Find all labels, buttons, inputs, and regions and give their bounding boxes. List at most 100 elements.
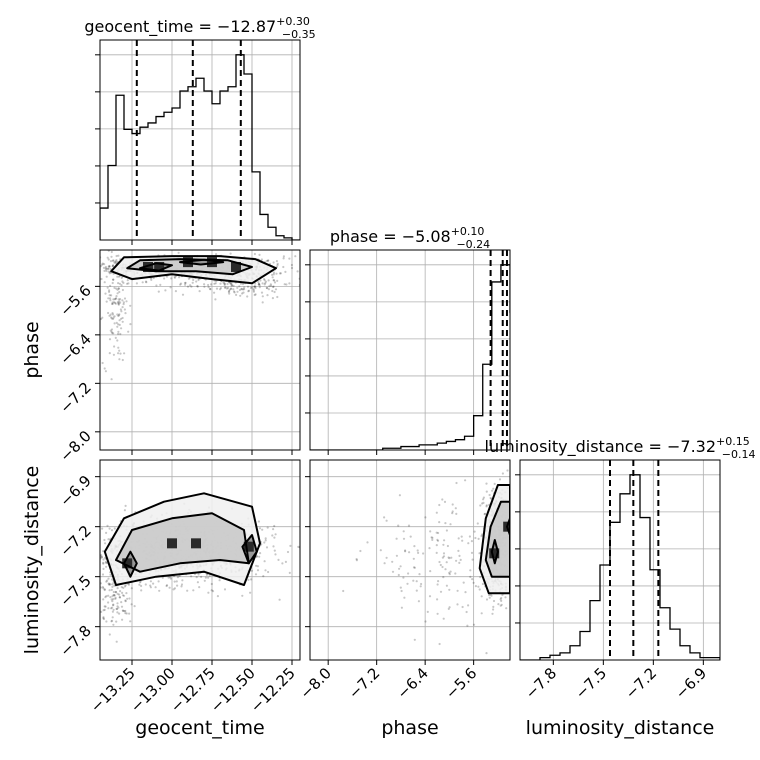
scatter-geocent_time-vs-phase-point-718 (107, 270, 110, 273)
scatter-geocent_time-vs-phase-point-838 (271, 289, 274, 293)
scatter-geocent_time-vs-luminosity_distance-point-964 (112, 603, 115, 606)
scatter-geocent_time-vs-phase-point-652 (119, 308, 122, 311)
scatter-phase-vs-luminosity_distance-point-750 (457, 549, 460, 553)
scatter-geocent_time-vs-phase-point-863 (191, 281, 194, 284)
scatter-geocent_time-vs-phase-point-954 (219, 288, 222, 291)
scatter-geocent_time-vs-luminosity_distance-point-952 (116, 592, 119, 596)
scatter-phase-vs-luminosity_distance-point-718 (448, 571, 451, 575)
hist-phase-title-minus: −0.24 (456, 238, 490, 251)
scatter-geocent_time-vs-luminosity_distance-point-617 (254, 573, 258, 576)
scatter-geocent_time-vs-phase-point-945 (207, 286, 210, 289)
hist-geocent_time-bin-13 (204, 91, 212, 240)
scatter-geocent_time-vs-luminosity_distance-point-183 (140, 584, 143, 588)
scatter-geocent_time-vs-luminosity_distance-point-190 (273, 536, 276, 539)
scatter-geocent_time-vs-phase-contour-0 (110, 255, 277, 285)
scatter-geocent_time-vs-luminosity_distance-point-943 (102, 617, 105, 621)
scatter-phase-vs-luminosity_distance-point-327 (481, 502, 484, 505)
scatter-geocent_time-vs-phase-point-39 (260, 258, 263, 261)
scatter-phase-vs-luminosity_distance-point-707 (465, 610, 468, 614)
scatter-geocent_time-vs-phase-point-880 (187, 277, 190, 280)
scatter-geocent_time-vs-phase-point-348 (278, 272, 282, 275)
scatter-geocent_time-vs-luminosity_distance-point-919 (114, 590, 117, 594)
scatter-geocent_time-vs-luminosity_distance-point-954 (113, 584, 116, 587)
scatter-geocent_time-vs-phase-point-735 (121, 280, 124, 283)
scatter-phase-vs-luminosity_distance-point-662 (480, 595, 483, 598)
scatter-geocent_time-vs-luminosity_distance-point-650 (211, 590, 215, 593)
hist-luminosity_distance-bin-7 (590, 601, 600, 660)
scatter-geocent_time-vs-luminosity_distance-point-962 (121, 618, 124, 621)
scatter-geocent_time-vs-phase-point-795 (215, 287, 219, 290)
hist-geocent_time-bin-20 (260, 214, 268, 240)
scatter-geocent_time-vs-luminosity_distance-point-627 (154, 586, 157, 589)
scatter-geocent_time-vs-phase-point-730 (115, 287, 118, 290)
scatter-geocent_time-vs-luminosity_distance-point-270 (265, 546, 269, 549)
scatter-geocent_time-vs-luminosity_distance-contour-3 (241, 534, 258, 565)
hist-luminosity_distance-bin-12 (640, 518, 650, 660)
scatter-geocent_time-vs-luminosity_distance-point-934 (111, 610, 114, 613)
scatter-phase-vs-luminosity_distance-point-672 (499, 598, 502, 601)
scatter-geocent_time-vs-luminosity_distance-point-893 (108, 582, 111, 586)
scatter-geocent_time-vs-luminosity_distance-point-728 (284, 560, 287, 564)
scatter-geocent_time-vs-luminosity_distance-point-372 (105, 565, 108, 568)
scatter-phase-vs-luminosity_distance-point-669 (445, 584, 448, 587)
scatter-geocent_time-vs-phase-point-639 (253, 285, 256, 288)
hist-geocent_time-bin-18 (244, 74, 252, 240)
scatter-phase-vs-luminosity_distance-point-641 (454, 507, 457, 510)
scatter-phase-vs-luminosity_distance-point-737 (447, 556, 450, 559)
scatter-geocent_time-vs-phase-point-741 (105, 300, 108, 303)
scatter-phase-vs-luminosity_distance-point-15 (492, 608, 495, 611)
scatter-geocent_time-vs-luminosity_distance-point-123 (197, 573, 200, 576)
scatter-geocent_time-vs-phase-point-502 (104, 267, 107, 270)
scatter-geocent_time-vs-luminosity_distance-point-305 (207, 576, 210, 579)
scatter-geocent_time-vs-luminosity_distance-point-902 (130, 587, 133, 590)
hist-luminosity_distance-xtick-label-1: −7.5 (572, 664, 610, 702)
scatter-geocent_time-vs-phase-point-967 (219, 282, 222, 285)
scatter-geocent_time-vs-phase-point-188 (266, 259, 270, 262)
scatter-phase-vs-luminosity_distance-point-628 (456, 589, 459, 592)
scatter-phase-vs-luminosity_distance-point-108 (505, 607, 508, 610)
scatter-geocent_time-vs-luminosity_distance-point-914 (111, 583, 114, 586)
scatter-geocent_time-vs-phase-dense-cell-0 (143, 261, 153, 272)
scatter-phase-vs-luminosity_distance-points (342, 469, 510, 655)
scatter-geocent_time-vs-phase-point-733 (127, 282, 130, 285)
scatter-phase-vs-luminosity_distance-point-756 (445, 529, 448, 532)
scatter-geocent_time-vs-phase-point-757 (126, 282, 129, 285)
scatter-geocent_time-vs-phase-point-894 (184, 281, 187, 284)
scatter-phase-vs-luminosity_distance-point-730 (464, 479, 467, 482)
scatter-geocent_time-vs-phase-point-664 (116, 292, 119, 295)
scatter-geocent_time-vs-luminosity_distance-point-787 (241, 594, 244, 597)
scatter-geocent_time-vs-phase-point-415 (265, 259, 268, 263)
hist-luminosity_distance-xtick-label-2: −7.2 (622, 664, 660, 702)
scatter-geocent_time-vs-phase-point-412 (294, 255, 297, 258)
scatter-geocent_time-vs-phase-point-581 (195, 280, 198, 283)
hist-luminosity_distance-bin-11 (630, 475, 640, 660)
scatter-geocent_time-vs-phase-point-824 (179, 282, 183, 285)
scatter-phase-vs-luminosity_distance-point-622 (437, 531, 440, 535)
scatter-geocent_time-vs-luminosity_distance-point-870 (114, 597, 117, 600)
scatter-geocent_time-vs-luminosity_distance-point-559 (113, 527, 116, 530)
scatter-geocent_time-vs-phase-point-586 (296, 270, 299, 273)
scatter-phase-vs-luminosity_distance-point-690 (430, 536, 433, 539)
scatter-geocent_time-vs-phase-point-277 (290, 266, 294, 270)
scatter-phase-vs-luminosity_distance-point-653 (359, 549, 362, 553)
hist-phase-title-plus: +0.10 (451, 225, 485, 238)
scatter-phase-vs-luminosity_distance-point-674 (472, 623, 476, 626)
scatter-geocent_time-vs-luminosity_distance-point-939 (107, 594, 110, 597)
scatter-geocent_time-vs-luminosity_distance-point-951 (118, 596, 121, 599)
scatter-geocent_time-vs-phase-point-934 (214, 282, 217, 285)
scatter-geocent_time-vs-phase-point-658 (117, 323, 120, 326)
scatter-phase-vs-luminosity_distance-point-740 (458, 561, 461, 565)
scatter-geocent_time-vs-luminosity_distance-xtick-label-4: −12.25 (247, 664, 299, 716)
scatter-geocent_time-vs-phase-point-243 (165, 275, 169, 278)
scatter-phase-vs-luminosity_distance-point-772 (383, 516, 386, 519)
scatter-geocent_time-vs-phase-point-798 (266, 287, 269, 290)
x-axis-title-geocent_time: geocent_time (135, 717, 264, 739)
hist-luminosity_distance-xtick-label-3: −6.9 (672, 664, 710, 702)
scatter-phase-vs-luminosity_distance-point-629 (391, 570, 395, 573)
scatter-geocent_time-vs-phase-point-393 (141, 281, 144, 284)
scatter-geocent_time-vs-luminosity_distance-point-661 (263, 560, 266, 563)
scatter-phase-vs-luminosity_distance-dense-cell-0 (489, 548, 500, 559)
scatter-geocent_time-vs-phase-point-709 (100, 317, 103, 321)
scatter-geocent_time-vs-luminosity_distance-point-505 (273, 549, 276, 552)
scatter-geocent_time-vs-phase-point-895 (181, 293, 185, 296)
